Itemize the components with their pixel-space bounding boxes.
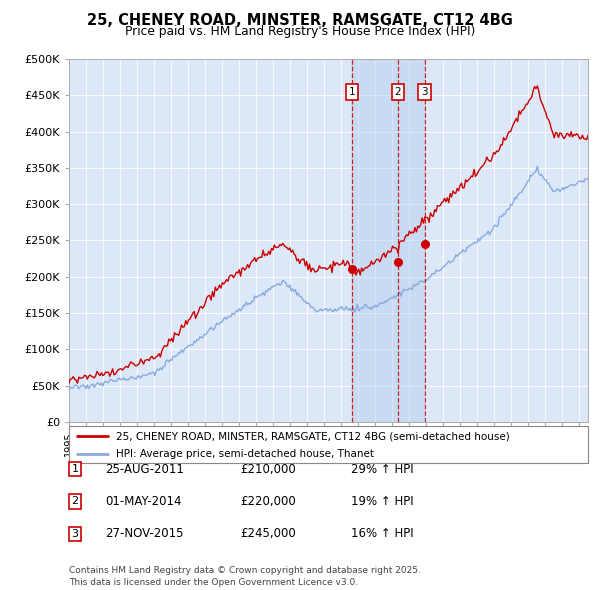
Text: 1: 1: [349, 87, 356, 97]
Text: 27-NOV-2015: 27-NOV-2015: [105, 527, 184, 540]
Text: 16% ↑ HPI: 16% ↑ HPI: [351, 527, 413, 540]
Text: 25-AUG-2011: 25-AUG-2011: [105, 463, 184, 476]
Text: Price paid vs. HM Land Registry's House Price Index (HPI): Price paid vs. HM Land Registry's House …: [125, 25, 475, 38]
Text: Contains HM Land Registry data © Crown copyright and database right 2025.
This d: Contains HM Land Registry data © Crown c…: [69, 566, 421, 587]
Text: 19% ↑ HPI: 19% ↑ HPI: [351, 495, 413, 508]
Text: £210,000: £210,000: [240, 463, 296, 476]
Text: 3: 3: [421, 87, 428, 97]
Text: 25, CHENEY ROAD, MINSTER, RAMSGATE, CT12 4BG: 25, CHENEY ROAD, MINSTER, RAMSGATE, CT12…: [87, 13, 513, 28]
Text: 2: 2: [71, 497, 79, 506]
FancyBboxPatch shape: [69, 426, 588, 463]
Text: 1: 1: [71, 464, 79, 474]
Text: £245,000: £245,000: [240, 527, 296, 540]
Text: 2: 2: [395, 87, 401, 97]
Text: 3: 3: [71, 529, 79, 539]
Text: 29% ↑ HPI: 29% ↑ HPI: [351, 463, 413, 476]
Text: £220,000: £220,000: [240, 495, 296, 508]
Bar: [352, 59, 425, 422]
Text: 25, CHENEY ROAD, MINSTER, RAMSGATE, CT12 4BG (semi-detached house): 25, CHENEY ROAD, MINSTER, RAMSGATE, CT12…: [116, 431, 509, 441]
Text: HPI: Average price, semi-detached house, Thanet: HPI: Average price, semi-detached house,…: [116, 449, 374, 459]
Text: 01-MAY-2014: 01-MAY-2014: [105, 495, 182, 508]
